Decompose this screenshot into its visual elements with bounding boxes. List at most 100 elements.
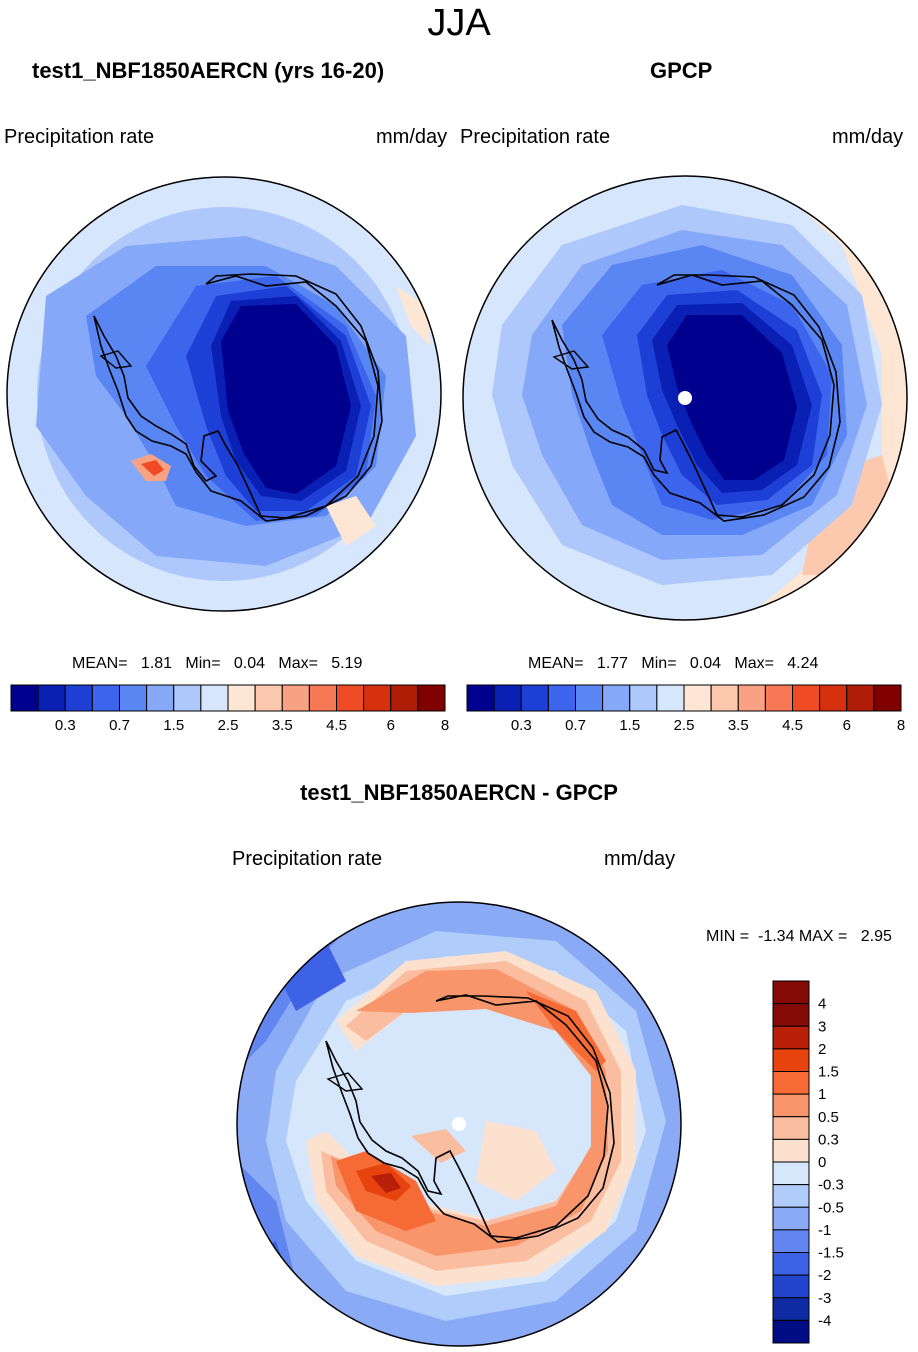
panel3-colorbar-tick-label: 4	[818, 996, 826, 1013]
panel1-min-label: Min=	[185, 655, 221, 672]
panel2-min: 0.04	[689, 655, 722, 672]
panel2-colorbar-swatch	[792, 684, 821, 712]
panel3-colorbar-swatch	[772, 1093, 810, 1118]
panel1-colorbar-tick-label: 4.5	[326, 717, 347, 734]
panel2-colorbar-swatch	[575, 684, 604, 712]
panel1-colorbar-tick-label: 3.5	[272, 717, 293, 734]
panel2-colorbar: 0.3 0.7 1.5 2.5 3.5 4.5 6 8	[466, 684, 905, 734]
panel3-colorbar-swatch	[772, 1138, 810, 1163]
panel2-colorbar-swatch	[656, 684, 685, 712]
panel2-colorbar-tick-label: 8	[897, 717, 905, 734]
panel3-colorbar-tick-label: 0	[818, 1154, 826, 1171]
panel1-colorbar-swatch	[281, 684, 310, 712]
panel2-colorbar-swatch	[602, 684, 631, 712]
panel1-colorbar-tick-label: 0.7	[109, 717, 130, 734]
panel2-mean: 1.77	[596, 655, 629, 672]
panel1-colorbar-swatch	[308, 684, 337, 712]
panel3-colorbar: 4 3 2 1.5 1 0.5 0.3 0 -0.3 -0.5 -1 -1.5 -2 -3 -4	[772, 980, 844, 1344]
panel2-min-label: Min=	[641, 655, 677, 672]
panel2-colorbar-swatch	[710, 684, 739, 712]
panel2-colorbar-swatch	[466, 684, 495, 712]
panel2-colorbar-swatch	[520, 684, 549, 712]
panel2-mean-label: MEAN=	[528, 655, 584, 672]
figure-title: JJA	[427, 2, 491, 44]
panel3-colorbar-swatch	[772, 1025, 810, 1050]
panel3-colorbar-swatch	[772, 1274, 810, 1299]
panel3-colorbar-swatch	[772, 1003, 810, 1027]
panel3-colorbar-swatch	[772, 1048, 810, 1072]
panel3-colorbar-tick-label: -0.3	[818, 1177, 844, 1194]
panel1-colorbar-swatch	[119, 684, 148, 712]
panel3-colorbar-tick-label: 1	[818, 1086, 826, 1103]
panel3-colorbar-tick-label: -2	[818, 1267, 831, 1284]
panel3-title: test1_NBF1850AERCN - GPCP	[300, 780, 618, 805]
panel3-colorbar-tick-label: 3	[818, 1018, 826, 1035]
panel1-colorbar-swatch	[417, 684, 446, 712]
panel3-stats: MIN = -1.34 MAX = 2.95	[706, 928, 892, 945]
panel2-colorbar-tick-label: 2.5	[674, 717, 695, 734]
panel1-variable: Precipitation rate	[4, 126, 155, 148]
panel1-map	[6, 176, 442, 612]
panel3-units: mm/day	[604, 848, 676, 870]
panel2-colorbar-tick-label: 4.5	[782, 717, 803, 734]
panel1-max: 5.19	[331, 655, 363, 672]
panel2-max: 4.24	[787, 655, 819, 672]
panel3-colorbar-tick-label: -3	[818, 1290, 831, 1307]
panel1-title: test1_NBF1850AERCN (yrs 16-20)	[32, 58, 385, 83]
panel1-colorbar-tick-label: 8	[441, 717, 449, 734]
panel1-colorbar-tick-label: 2.5	[218, 717, 239, 734]
panel1-stats: MEAN= 1.81 Min= 0.04 Max= 5.19	[72, 655, 362, 673]
panel3-colorbar-tick-label: -1.5	[818, 1245, 844, 1262]
panel3-map	[236, 901, 682, 1347]
panel2-colorbar-swatch	[846, 684, 875, 712]
panel1-colorbar-swatch	[390, 684, 419, 712]
panel2-colorbar-swatch	[683, 684, 712, 712]
panel1-colorbar-swatch	[146, 684, 175, 712]
panel2-colorbar-swatch	[819, 684, 848, 712]
panel2-colorbar-tick-label: 0.7	[565, 717, 586, 734]
panel1-units: mm/day	[376, 126, 448, 148]
panel3-colorbar-swatch	[772, 1297, 810, 1321]
panel1-colorbar-swatch	[91, 684, 120, 712]
panel1-colorbar-swatch	[173, 684, 202, 712]
panel3-colorbar-swatch	[772, 1229, 810, 1253]
panel1-mean: 1.81	[140, 655, 173, 672]
panel1-max-label: Max=	[278, 655, 318, 672]
panel2-colorbar-swatch	[737, 684, 766, 712]
panel3-colorbar-tick-label: 0.3	[818, 1131, 839, 1148]
panel2-colorbar-tick-label: 6	[843, 717, 851, 734]
panel2-colorbar-swatch	[764, 684, 793, 712]
panel3-colorbar-tick-label: 0.5	[818, 1109, 839, 1126]
panel1-colorbar-swatch	[200, 684, 229, 712]
panel3-colorbar-swatch	[772, 1184, 810, 1208]
panel2-stats: MEAN= 1.77 Min= 0.04 Max= 4.24	[528, 655, 818, 673]
panel3-colorbar-tick-label: 2	[818, 1041, 826, 1058]
panel2-colorbar-tick-label: 1.5	[619, 717, 640, 734]
panel2-max-label: Max=	[734, 655, 774, 672]
panel3-colorbar-swatch	[772, 1319, 810, 1344]
panel3-colorbar-tick-label: 1.5	[818, 1064, 839, 1081]
panel1-mean-label: MEAN=	[72, 655, 128, 672]
panel3-variable: Precipitation rate	[232, 848, 383, 870]
panel1-colorbar-swatch	[363, 684, 392, 712]
panel2-colorbar-tick-label: 0.3	[511, 717, 532, 734]
panel2-colorbar-swatch	[629, 684, 658, 712]
panel1-colorbar-swatch	[254, 684, 283, 712]
panel3-colorbar-swatch	[772, 1206, 810, 1231]
panel3-colorbar-tick-label: -4	[818, 1312, 831, 1329]
panel2-title: GPCP	[650, 58, 713, 83]
panel2-map	[462, 175, 908, 621]
panel2-variable: Precipitation rate	[460, 126, 611, 148]
panel2-units: mm/day	[832, 126, 904, 148]
panel2-colorbar-swatch	[493, 684, 522, 712]
panel2-colorbar-tick-label: 3.5	[728, 717, 749, 734]
panel3-colorbar-swatch	[772, 1116, 810, 1140]
panel3-colorbar-swatch	[772, 1071, 810, 1095]
panel1-colorbar-swatch	[227, 684, 256, 712]
panel1-colorbar: 0.3 0.7 1.5 2.5 3.5 4.5 6 8	[10, 684, 449, 734]
panel1-colorbar-swatch	[336, 684, 365, 712]
panel1-colorbar-swatch	[10, 684, 39, 712]
panel1-colorbar-swatch	[37, 684, 66, 712]
panel3-colorbar-swatch	[772, 1252, 810, 1276]
panel1-min: 0.04	[233, 655, 266, 672]
